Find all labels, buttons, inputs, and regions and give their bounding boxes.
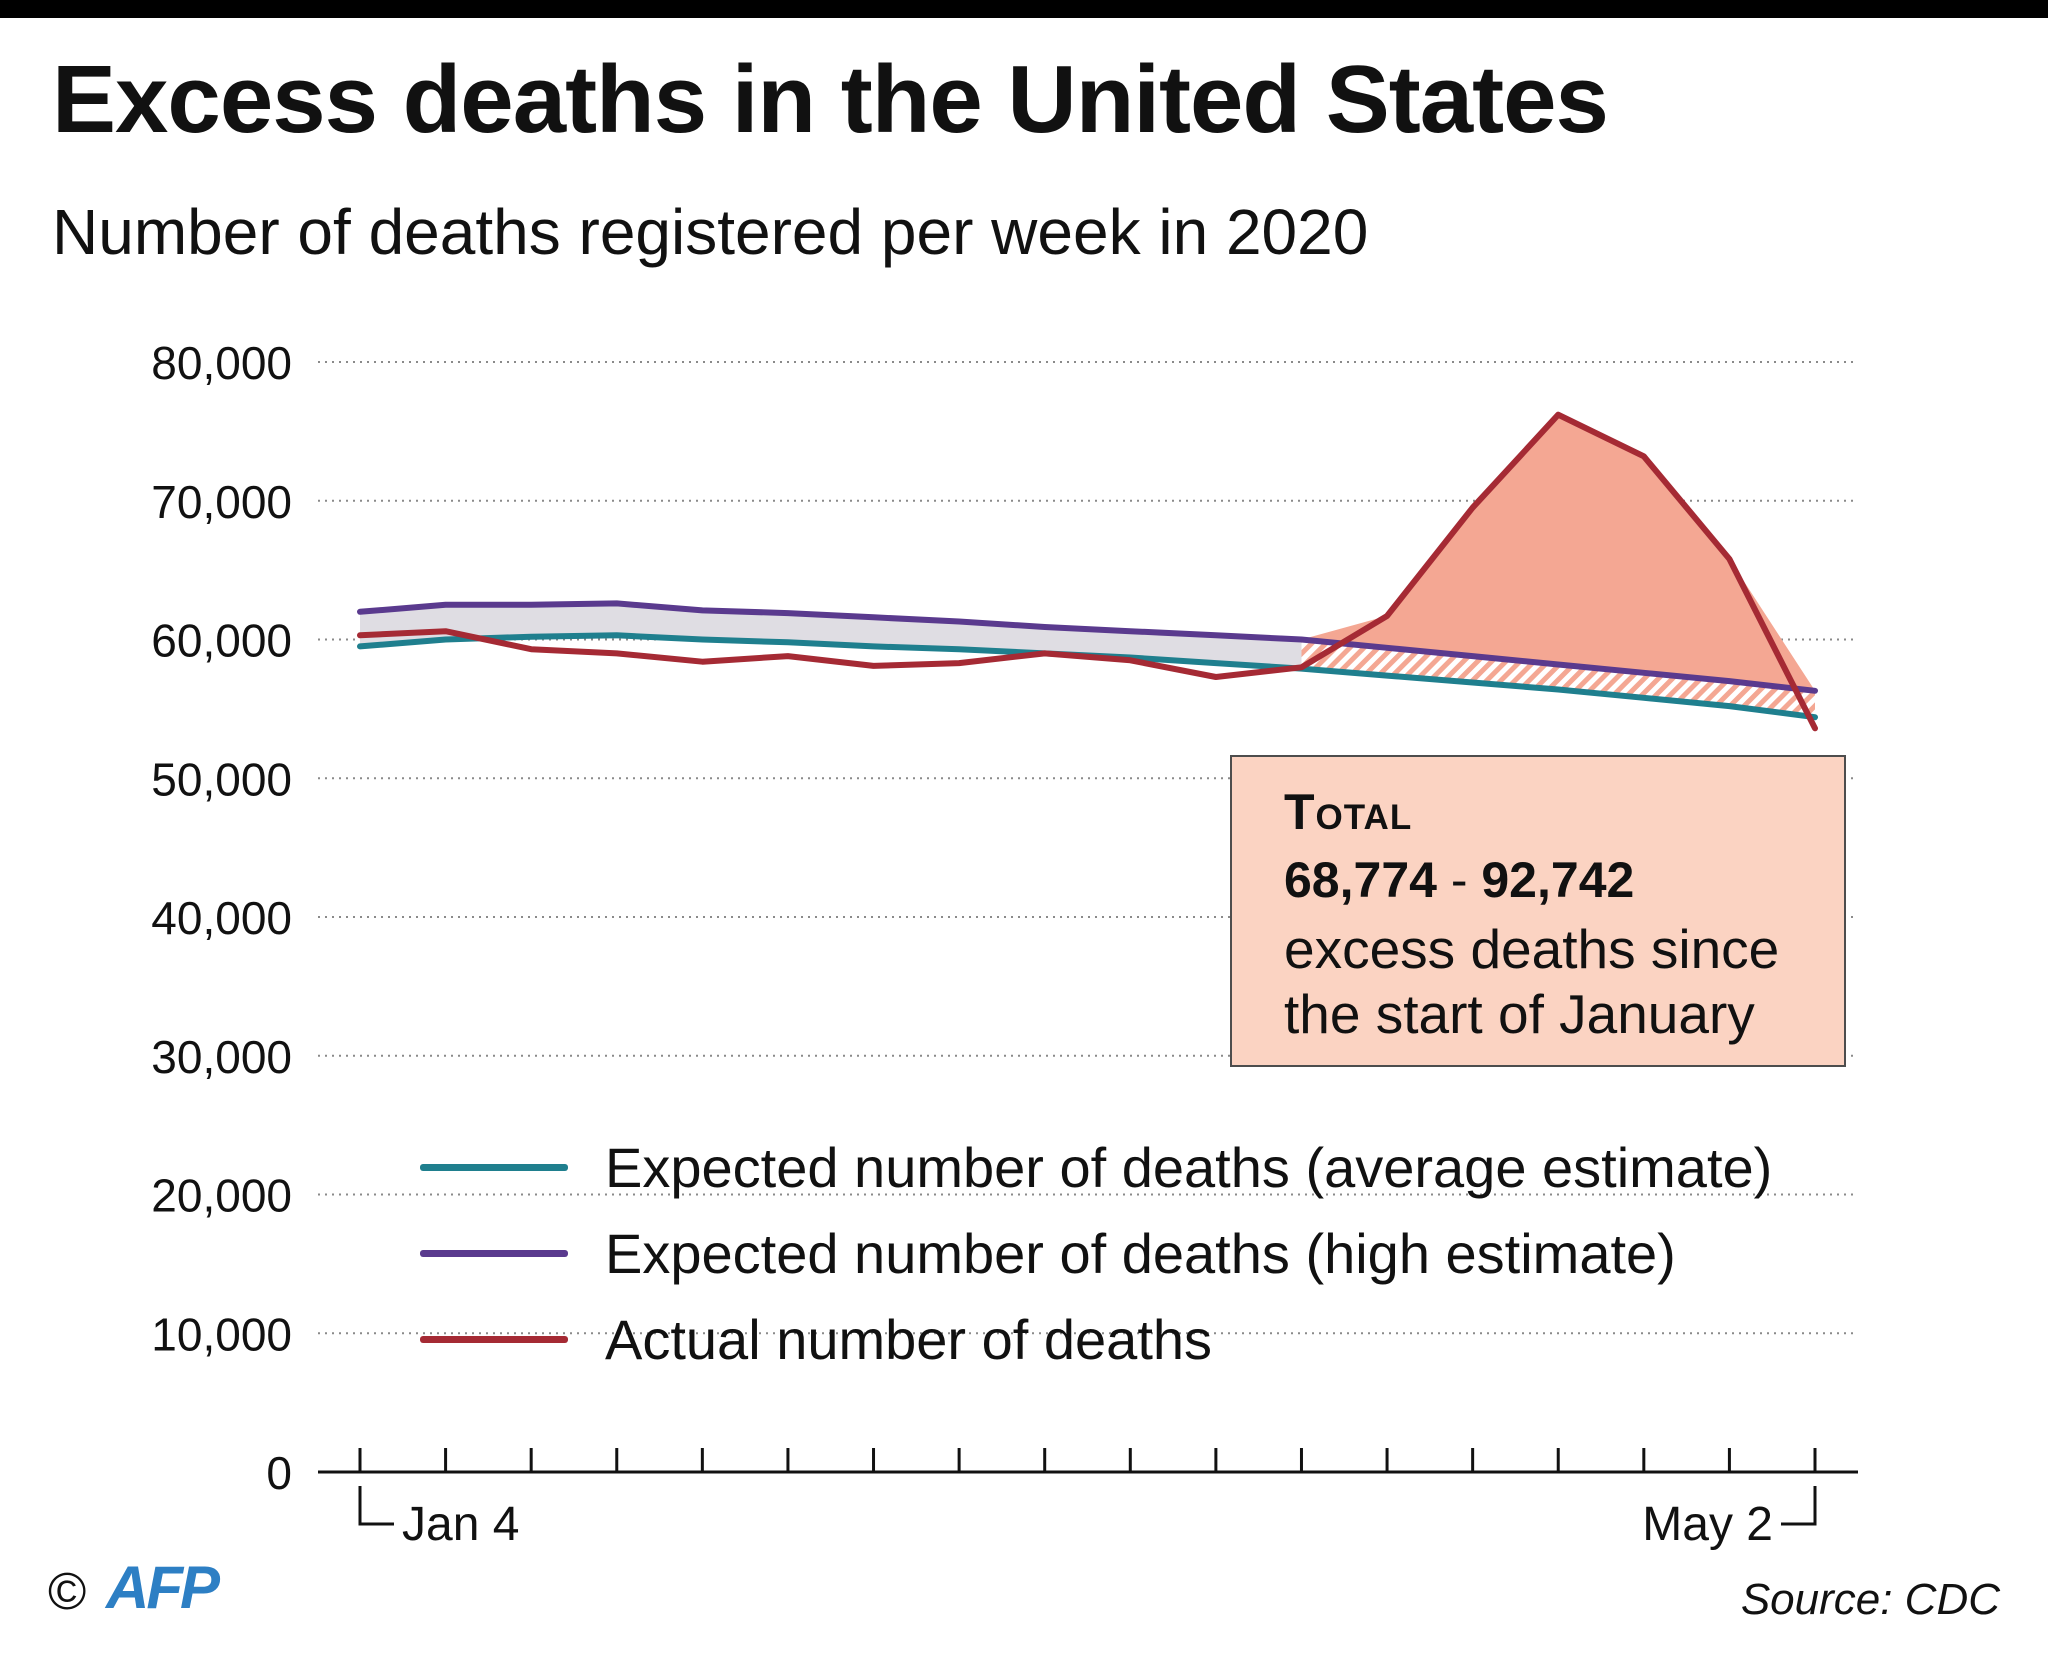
source-credit: Source: CDC — [1740, 1575, 2000, 1624]
y-tick-label: 80,000 — [151, 337, 292, 389]
total-high: 92,742 — [1481, 852, 1635, 908]
total-low: 68,774 — [1284, 852, 1437, 908]
estimate-band — [360, 603, 1815, 718]
y-tick-label: 20,000 — [151, 1170, 292, 1222]
total-range: 68,774 - 92,742 — [1284, 855, 1634, 905]
y-tick-label: 40,000 — [151, 892, 292, 944]
total-annotation-box: Total 68,774 - 92,742 excess deaths sinc… — [1230, 755, 1846, 1067]
x-last-bracket — [1781, 1486, 1817, 1526]
total-label: Total — [1284, 784, 1413, 840]
y-tick-label: 50,000 — [151, 753, 292, 805]
high-estimate-line — [357, 600, 1818, 694]
chart-subtitle: Number of deaths registered per week in … — [52, 196, 1369, 268]
y-tick-label: 60,000 — [151, 615, 292, 667]
legend-swatch-average — [420, 1164, 568, 1171]
excess-hatch-area — [1301, 639, 1815, 718]
y-tick-label: 10,000 — [151, 1308, 292, 1360]
x-tick-label-last: May 2 — [1642, 1498, 1773, 1551]
total-separator: - — [1436, 852, 1482, 908]
legend-label-actual: Actual number of deaths — [605, 1308, 1213, 1371]
legend-label-average: Expected number of deaths (average estim… — [605, 1136, 1773, 1199]
legend-label-high: Expected number of deaths (high estimate… — [605, 1222, 1676, 1285]
y-tick-label: 70,000 — [151, 476, 292, 528]
chart-title: Excess deaths in the United States — [52, 46, 1609, 153]
top-bar — [0, 0, 2048, 18]
legend-swatch-actual — [420, 1336, 568, 1343]
excess-area — [1301, 414, 1815, 691]
y-tick-label: 30,000 — [151, 1031, 292, 1083]
afp-logo: AFP — [106, 1554, 220, 1621]
y-tick-label: 0 — [266, 1447, 292, 1499]
x-first-bracket — [358, 1486, 394, 1526]
legend-swatch-high — [420, 1250, 568, 1257]
actual-deaths-line — [357, 411, 1818, 732]
copyright-icon: © — [48, 1563, 87, 1621]
total-description: excess deaths since the start of January — [1284, 918, 1780, 1045]
x-tick-label-first: Jan 4 — [402, 1498, 519, 1551]
